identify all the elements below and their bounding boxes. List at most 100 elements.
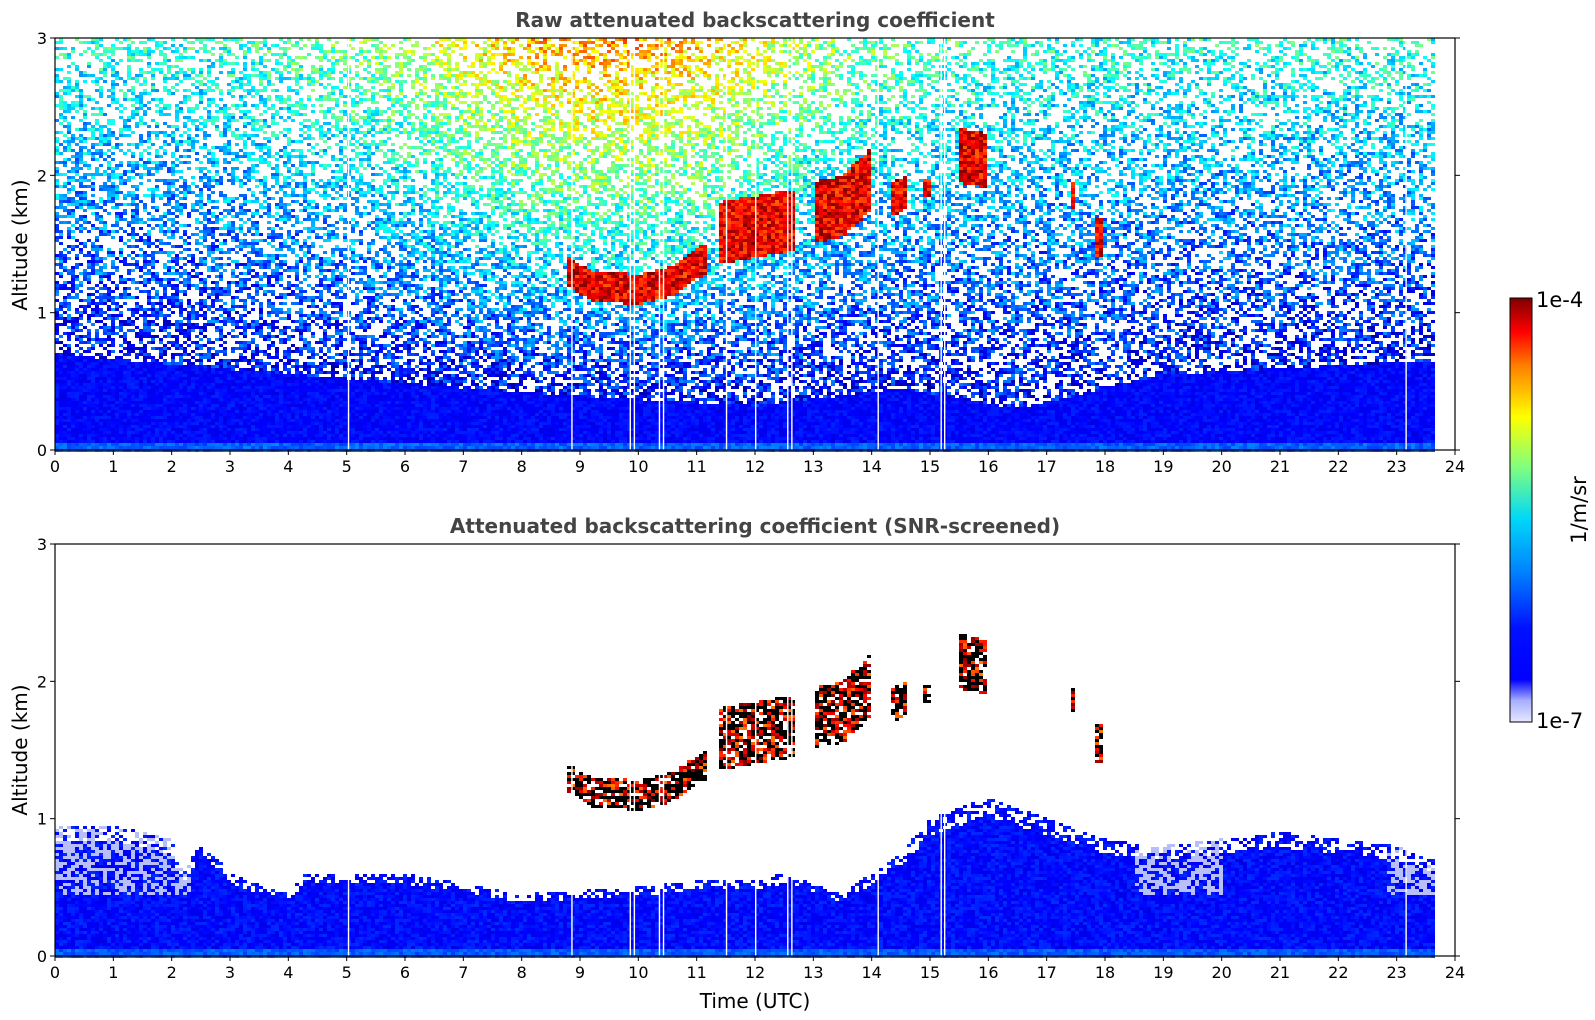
heatmap-cells	[1015, 41, 1019, 44]
heatmap-cells	[1095, 38, 1099, 41]
heatmap-cells	[323, 74, 327, 77]
heatmap-cells	[1091, 95, 1095, 98]
heatmap-cells	[923, 143, 927, 146]
heatmap-cells	[467, 122, 471, 125]
heatmap-cells	[1035, 62, 1039, 65]
heatmap-cells	[1255, 68, 1259, 71]
heatmap-cells	[539, 80, 543, 83]
heatmap-cells	[615, 53, 619, 56]
heatmap-cells	[919, 53, 923, 56]
heatmap-cells	[187, 119, 191, 122]
heatmap-cells	[1167, 131, 1171, 134]
heatmap-cells	[707, 62, 711, 65]
heatmap-cells	[823, 95, 827, 98]
heatmap-cells	[675, 83, 679, 86]
heatmap-cells	[99, 143, 103, 146]
heatmap-cells	[563, 56, 567, 59]
heatmap-cells	[1299, 74, 1303, 77]
heatmap-cells	[867, 113, 871, 116]
heatmap-cells	[767, 122, 771, 125]
heatmap-cells	[1343, 104, 1347, 107]
heatmap-cells	[575, 122, 579, 125]
heatmap-cells	[615, 131, 619, 134]
heatmap-cells	[615, 65, 619, 68]
heatmap-cells	[119, 47, 123, 50]
heatmap-cells	[499, 89, 503, 92]
heatmap-cells	[439, 65, 443, 68]
heatmap-cells	[1371, 86, 1375, 89]
heatmap-cells	[1191, 38, 1195, 41]
heatmap-cells	[1251, 119, 1255, 122]
heatmap-cells	[247, 137, 251, 140]
heatmap-cells	[439, 77, 443, 80]
heatmap-cells	[307, 53, 311, 56]
heatmap-cells	[251, 41, 255, 44]
heatmap-cells	[859, 77, 863, 80]
heatmap-cells	[423, 86, 427, 89]
heatmap-cells	[883, 86, 887, 89]
heatmap-cells	[879, 134, 883, 137]
heatmap-cells	[1335, 137, 1339, 140]
heatmap-cells	[611, 110, 615, 113]
heatmap-cells	[887, 98, 891, 101]
heatmap-cells	[1043, 50, 1047, 53]
heatmap-cells	[651, 128, 655, 131]
heatmap-cells	[951, 56, 955, 59]
heatmap-cells	[575, 83, 579, 86]
heatmap-cells	[535, 92, 539, 95]
heatmap-cells	[363, 92, 367, 95]
heatmap-cells	[147, 131, 151, 134]
heatmap-cells	[1135, 104, 1139, 107]
heatmap-cells	[563, 68, 567, 71]
heatmap-cells	[759, 107, 763, 110]
heatmap-cells	[611, 143, 615, 146]
heatmap-cells	[991, 137, 995, 140]
heatmap-cells	[383, 143, 387, 146]
heatmap-cells	[535, 68, 539, 71]
heatmap-cells	[299, 65, 303, 68]
heatmap-cells	[1283, 122, 1287, 125]
heatmap-cells	[1075, 95, 1079, 98]
heatmap-cells	[1339, 125, 1343, 128]
heatmap-cells	[527, 44, 531, 47]
heatmap-cells	[867, 110, 871, 113]
heatmap-cells	[523, 68, 527, 71]
heatmap-cells	[55, 80, 59, 83]
heatmap-cells	[911, 95, 915, 98]
heatmap-cells	[687, 137, 691, 140]
heatmap-cells	[163, 140, 167, 143]
heatmap-cells	[767, 101, 771, 104]
heatmap-cells	[1399, 77, 1403, 80]
heatmap-cells	[131, 50, 135, 53]
heatmap-cells	[559, 125, 563, 128]
heatmap-cells	[1427, 95, 1431, 98]
heatmap-cells	[651, 110, 655, 113]
heatmap-cells	[1375, 83, 1379, 86]
heatmap-cells	[595, 50, 599, 53]
heatmap-cells	[1139, 119, 1143, 122]
heatmap-cells	[443, 122, 447, 125]
heatmap-cells	[635, 104, 639, 107]
heatmap-cells	[387, 89, 391, 92]
heatmap-cells	[1291, 125, 1295, 128]
heatmap-cells	[923, 65, 927, 68]
heatmap-cells	[59, 38, 63, 41]
heatmap-cells	[199, 116, 203, 119]
heatmap-cells	[323, 131, 327, 134]
heatmap-cells	[1011, 44, 1015, 47]
heatmap-cells	[495, 122, 499, 125]
heatmap-cells	[1103, 77, 1107, 80]
heatmap-cells	[883, 47, 887, 50]
heatmap-cells	[1311, 140, 1315, 143]
heatmap-cells	[499, 143, 503, 146]
heatmap-cells	[1103, 47, 1107, 50]
heatmap-cells	[271, 89, 275, 92]
heatmap-cells	[879, 101, 883, 104]
heatmap-cells	[767, 44, 771, 47]
heatmap-cells	[367, 77, 371, 80]
heatmap-cells	[1167, 137, 1171, 140]
heatmap-cells	[1211, 59, 1215, 62]
heatmap-cells	[727, 80, 731, 83]
heatmap-cells	[719, 38, 723, 41]
heatmap-cells	[955, 143, 959, 146]
